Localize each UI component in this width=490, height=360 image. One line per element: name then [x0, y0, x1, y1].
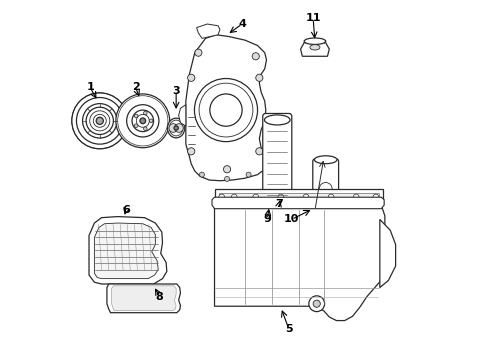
Circle shape: [252, 53, 259, 60]
Circle shape: [278, 194, 284, 200]
FancyBboxPatch shape: [263, 113, 292, 207]
Circle shape: [313, 300, 320, 307]
Circle shape: [373, 194, 379, 200]
Circle shape: [175, 124, 183, 132]
Polygon shape: [257, 204, 298, 219]
Circle shape: [144, 127, 147, 130]
Polygon shape: [300, 42, 329, 56]
Circle shape: [303, 194, 309, 200]
Circle shape: [73, 94, 127, 148]
Text: 3: 3: [172, 86, 180, 96]
Polygon shape: [179, 105, 186, 126]
Text: 11: 11: [305, 13, 321, 23]
Text: 5: 5: [285, 324, 293, 334]
Text: 9: 9: [263, 215, 271, 224]
Polygon shape: [212, 197, 384, 209]
Ellipse shape: [304, 38, 326, 44]
Polygon shape: [89, 217, 167, 284]
Circle shape: [140, 118, 146, 124]
Circle shape: [309, 296, 324, 312]
Circle shape: [231, 194, 237, 200]
Text: 1: 1: [86, 82, 94, 93]
Circle shape: [86, 107, 113, 134]
Circle shape: [195, 78, 258, 141]
Ellipse shape: [319, 183, 332, 195]
Text: 4: 4: [238, 19, 246, 29]
Text: 6: 6: [122, 206, 130, 216]
Circle shape: [72, 93, 128, 149]
Polygon shape: [95, 223, 158, 279]
Polygon shape: [186, 35, 267, 181]
Circle shape: [195, 49, 202, 56]
Circle shape: [116, 94, 170, 148]
Circle shape: [353, 194, 359, 200]
Circle shape: [256, 74, 263, 81]
Ellipse shape: [315, 156, 337, 164]
Circle shape: [144, 111, 147, 115]
Polygon shape: [196, 24, 220, 39]
Text: 8: 8: [156, 292, 164, 302]
Text: 2: 2: [132, 82, 140, 93]
Circle shape: [199, 172, 204, 177]
FancyBboxPatch shape: [313, 159, 339, 219]
Circle shape: [74, 95, 125, 146]
Ellipse shape: [168, 118, 185, 138]
Circle shape: [132, 110, 153, 132]
Circle shape: [188, 74, 195, 81]
Ellipse shape: [310, 45, 320, 50]
Circle shape: [74, 95, 126, 147]
Text: 10: 10: [284, 215, 299, 224]
Circle shape: [90, 111, 110, 131]
Circle shape: [219, 194, 224, 200]
Circle shape: [223, 166, 231, 173]
Circle shape: [253, 194, 259, 200]
Circle shape: [126, 105, 159, 137]
Circle shape: [93, 114, 106, 127]
Text: 7: 7: [275, 199, 283, 210]
Ellipse shape: [170, 120, 183, 136]
Polygon shape: [215, 189, 383, 205]
Circle shape: [149, 119, 153, 123]
Circle shape: [169, 124, 177, 132]
Circle shape: [188, 148, 195, 155]
Polygon shape: [107, 284, 180, 313]
Circle shape: [136, 114, 149, 127]
Circle shape: [210, 94, 242, 126]
Polygon shape: [219, 193, 379, 201]
Circle shape: [199, 83, 253, 137]
Circle shape: [76, 98, 123, 144]
Circle shape: [256, 148, 263, 155]
Circle shape: [224, 176, 230, 181]
Circle shape: [75, 96, 124, 145]
Ellipse shape: [265, 115, 290, 125]
Circle shape: [96, 117, 103, 125]
Circle shape: [174, 126, 178, 130]
Polygon shape: [112, 286, 176, 311]
Circle shape: [134, 124, 138, 127]
Circle shape: [246, 172, 251, 177]
Circle shape: [134, 114, 138, 118]
Polygon shape: [380, 220, 395, 288]
Circle shape: [328, 194, 334, 200]
Circle shape: [82, 104, 117, 138]
Circle shape: [118, 96, 168, 146]
Polygon shape: [215, 205, 385, 320]
